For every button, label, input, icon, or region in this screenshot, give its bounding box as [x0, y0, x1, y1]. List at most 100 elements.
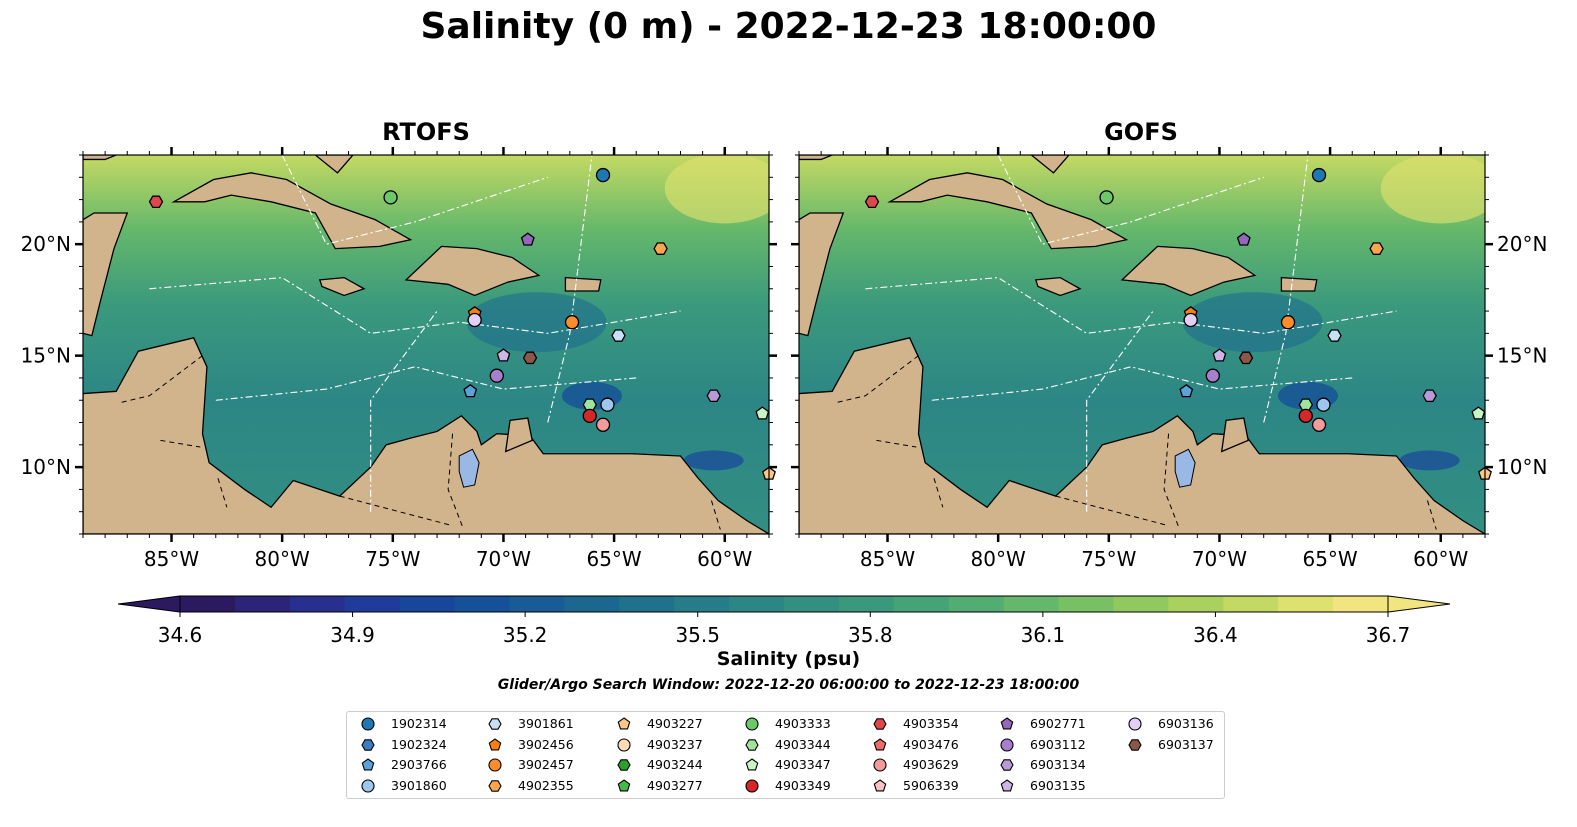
legend-label: 4903476 — [903, 736, 959, 752]
colorbar: 34.6 34.9 35.2 35.5 35.8 36.1 36.4 36.7 — [117, 595, 1451, 647]
colorbar-segment — [838, 596, 895, 612]
colorbar-segment — [1223, 596, 1279, 612]
legend-marker-circle-icon — [488, 758, 502, 772]
country-border — [1055, 495, 1167, 526]
platform-marker-4902355 — [653, 242, 668, 255]
colorbar-segment — [1058, 596, 1115, 612]
country-border — [876, 439, 917, 448]
legend-marker-hexagon-icon — [617, 759, 631, 772]
platform-marker-6903136 — [467, 312, 482, 328]
legend-label: 4903344 — [775, 736, 831, 752]
legend-label: 4903244 — [647, 757, 703, 773]
legend-marker-circle-icon — [745, 779, 759, 793]
lon-tick-label: 70°W — [476, 547, 531, 571]
legend-marker-circle-icon — [873, 758, 887, 772]
map-panel-gofs — [799, 155, 1485, 534]
eez-boundary — [997, 155, 1264, 245]
legend-marker-pentagon-icon — [1000, 779, 1014, 792]
legend-marker-pentagon-icon — [617, 717, 631, 730]
colorbar-tick-label: 35.8 — [848, 623, 893, 647]
country-border — [160, 439, 201, 448]
platform-marker-3901860 — [1316, 397, 1331, 412]
orinoco-plume — [683, 450, 744, 471]
colorbar-segment — [399, 596, 456, 612]
lake-maracaibo — [458, 448, 480, 488]
platform-marker-4903629 — [595, 417, 611, 432]
central-fresh-pool — [1182, 292, 1323, 353]
lon-tick-label: 65°W — [1302, 547, 1357, 571]
legend-label: 3901860 — [391, 778, 447, 794]
platform-marker-4903344 — [1298, 398, 1314, 411]
land-mass — [83, 155, 117, 161]
map-frame — [798, 154, 1486, 535]
land-mass — [564, 276, 602, 292]
lon-tick-label: 60°W — [697, 547, 752, 571]
platform-marker-3901860 — [600, 397, 615, 412]
land-mass — [83, 337, 769, 534]
legend-label: 4903237 — [647, 736, 703, 752]
platform-marker-6903135 — [496, 348, 511, 362]
eez-boundary — [1263, 155, 1309, 423]
colorbar-segment — [564, 596, 620, 612]
platform-marker-4903347 — [755, 406, 770, 420]
platform-marker-6902771 — [520, 232, 535, 246]
lat-tick-label: 15°N — [1497, 344, 1547, 368]
legend-marker-circle-icon — [361, 717, 375, 731]
colorbar-segment — [1003, 596, 1060, 612]
legend-marker-hexagon-icon — [873, 718, 887, 730]
colorbar-segment — [729, 596, 785, 612]
colorbar-segment — [1113, 596, 1169, 612]
lon-tick-label: 80°W — [255, 547, 310, 571]
land-mass — [171, 172, 413, 250]
land-mass — [1280, 276, 1318, 292]
platform-marker-4903344 — [582, 398, 598, 411]
colorbar-frame — [179, 595, 1389, 613]
land-mass — [1120, 245, 1257, 297]
colorbar-segment — [674, 596, 730, 612]
colorbar-segment — [1168, 596, 1224, 612]
colorbar-segment — [289, 596, 346, 612]
colorbar-segment — [1278, 596, 1334, 612]
legend-marker-hexagon-icon — [1000, 759, 1014, 772]
lon-tick-label: 85°W — [144, 547, 199, 571]
platform-marker-4903349 — [1298, 408, 1313, 423]
colorbar-label: Salinity (psu) — [716, 648, 861, 670]
legend-marker-hexagon-icon — [745, 738, 759, 751]
country-border — [120, 355, 203, 403]
lon-tick-label: 80°W — [971, 547, 1026, 571]
land-mass — [887, 172, 1129, 250]
colorbar-segment — [948, 596, 1005, 612]
figure-title: Salinity (0 m) - 2022-12-23 18:00:00 — [420, 6, 1157, 47]
legend-marker-hexagon-icon — [488, 718, 502, 730]
legend-marker-pentagon-icon — [488, 738, 502, 751]
legend-label: 6903112 — [1030, 736, 1086, 752]
platform-marker-1902314 — [595, 167, 611, 183]
legend-label: 1902314 — [391, 716, 447, 731]
platform-marker-4902355 — [1369, 242, 1384, 255]
legend-label: 6903137 — [1158, 736, 1214, 752]
platform-marker-2903766 — [1179, 383, 1194, 398]
eez-boundary — [281, 155, 548, 245]
platform-marker-4903333 — [1099, 190, 1114, 205]
legend-label: 3902457 — [518, 757, 574, 773]
atlantic-high-salinity — [664, 155, 769, 224]
panel-title-rtofs: RTOFS — [382, 118, 470, 146]
colorbar-segment — [1333, 596, 1389, 612]
eez-boundary — [1086, 310, 1154, 512]
central-fresh-pool — [466, 292, 607, 353]
lon-tick-label: 60°W — [1413, 547, 1468, 571]
platform-marker-6903134 — [1422, 389, 1437, 403]
legend-marker-pentagon-icon — [361, 758, 375, 771]
legend-marker-hexagon-icon — [1128, 738, 1142, 751]
legend-label: 6903136 — [1158, 716, 1214, 731]
eez-boundary — [370, 310, 438, 512]
platform-marker-3902457 — [564, 315, 580, 330]
platform-marker-6903112 — [489, 368, 504, 383]
country-border — [447, 433, 465, 530]
platform-marker-6903137 — [1238, 351, 1254, 365]
colorbar-segment — [509, 596, 565, 612]
platform-marker-3901861 — [611, 329, 626, 342]
colorbar-segment — [344, 596, 401, 612]
colorbar-segment — [784, 596, 840, 612]
